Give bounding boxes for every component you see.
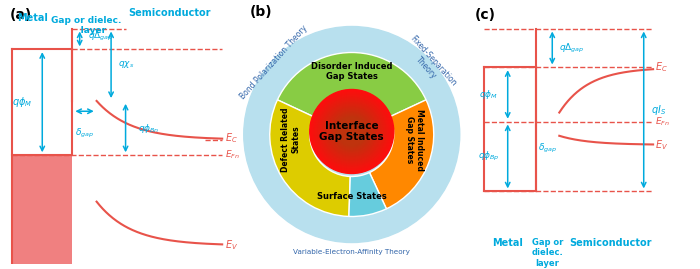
Wedge shape (370, 100, 434, 209)
Circle shape (321, 101, 382, 162)
Text: $E_V$: $E_V$ (225, 239, 238, 252)
Circle shape (328, 108, 375, 155)
Circle shape (329, 109, 375, 154)
Bar (12, 155, 72, 264)
Text: Metal: Metal (492, 238, 523, 248)
Circle shape (330, 110, 374, 153)
Text: $E_V$: $E_V$ (655, 138, 668, 152)
Text: $q\phi_{Bp}$: $q\phi_{Bp}$ (478, 150, 500, 163)
Text: $q\phi_M$: $q\phi_M$ (12, 95, 32, 109)
Circle shape (336, 116, 368, 147)
Text: Fixed-Separation
Theory: Fixed-Separation Theory (401, 34, 458, 95)
Circle shape (318, 98, 385, 165)
Circle shape (326, 105, 378, 158)
Circle shape (324, 104, 379, 159)
Circle shape (321, 100, 383, 163)
Circle shape (314, 93, 390, 170)
Text: Metal: Metal (18, 13, 48, 23)
Text: $\delta_{gap}$: $\delta_{gap}$ (538, 142, 557, 155)
Circle shape (326, 106, 377, 157)
Text: Semiconductor: Semiconductor (128, 8, 210, 18)
Wedge shape (277, 52, 426, 117)
Circle shape (244, 27, 460, 242)
Circle shape (337, 118, 365, 146)
Circle shape (331, 111, 372, 152)
Circle shape (314, 94, 389, 169)
Circle shape (334, 114, 370, 149)
Circle shape (311, 90, 393, 172)
Text: Surface States: Surface States (317, 192, 386, 201)
Text: Disorder Induced
Gap States: Disorder Induced Gap States (311, 62, 393, 81)
Circle shape (333, 113, 370, 150)
Circle shape (322, 102, 382, 161)
Text: Metal Induced
Gap States: Metal Induced Gap States (405, 109, 424, 171)
Text: $q\chi_s$: $q\chi_s$ (118, 59, 134, 70)
Text: (a): (a) (10, 8, 32, 22)
Circle shape (309, 90, 393, 174)
Text: (b): (b) (249, 5, 272, 19)
Circle shape (319, 99, 384, 164)
Circle shape (318, 97, 386, 166)
Circle shape (337, 116, 367, 146)
Circle shape (316, 96, 387, 167)
Text: $q\phi_M$: $q\phi_M$ (480, 88, 498, 101)
Circle shape (312, 91, 392, 172)
Circle shape (316, 95, 388, 168)
Text: Bond Polarization Theory: Bond Polarization Theory (238, 24, 309, 101)
Text: $q\Delta_{gap}$: $q\Delta_{gap}$ (88, 30, 113, 43)
Circle shape (323, 103, 380, 160)
Text: $qI_S$: $qI_S$ (651, 103, 666, 117)
Text: (c): (c) (475, 8, 496, 22)
Text: Variable-Electron-Affinity Theory: Variable-Electron-Affinity Theory (293, 250, 410, 256)
Text: $\delta_{gap}$: $\delta_{gap}$ (75, 127, 94, 140)
Text: Gap or dielec.
     layer: Gap or dielec. layer (50, 16, 121, 35)
Text: $q\Delta_{gap}$: $q\Delta_{gap}$ (559, 41, 585, 55)
Text: $q\phi_{Bn}$: $q\phi_{Bn}$ (138, 122, 159, 134)
Text: Interface
Gap States: Interface Gap States (319, 121, 384, 142)
Circle shape (313, 92, 391, 171)
Text: Gap or
dielec.
layer: Gap or dielec. layer (532, 238, 564, 268)
Text: Defect Related
States: Defect Related States (281, 107, 300, 172)
Text: $E_{Fn}$: $E_{Fn}$ (225, 149, 239, 161)
Text: $E_C$: $E_C$ (655, 61, 668, 74)
Circle shape (335, 115, 369, 148)
Circle shape (327, 107, 377, 156)
Wedge shape (270, 100, 350, 217)
Text: Semiconductor: Semiconductor (570, 238, 652, 248)
Text: $E_C$: $E_C$ (225, 132, 237, 145)
Wedge shape (349, 173, 386, 217)
Circle shape (332, 112, 372, 151)
Text: $E_{Fn}$: $E_{Fn}$ (655, 115, 671, 128)
